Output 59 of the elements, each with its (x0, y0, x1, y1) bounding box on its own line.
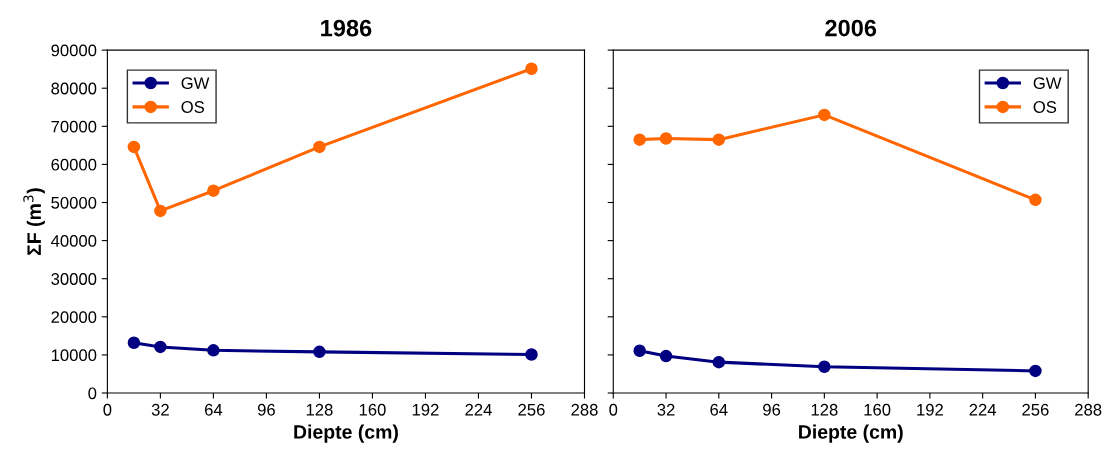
x-tick-label: 288 (571, 403, 598, 416)
point (633, 133, 646, 146)
y-axis-title: ΣF (m$^{3}$) (23, 188, 45, 256)
point (313, 345, 326, 359)
legend-label: GW (181, 77, 210, 90)
y-tick-label: 40000 (51, 235, 97, 247)
point (659, 349, 673, 363)
x-tick-label: 224 (465, 403, 492, 416)
x-tick-label: 32 (657, 403, 675, 416)
point (127, 140, 141, 154)
point (818, 360, 831, 373)
x-axis-title: Diepte (cm) (799, 424, 903, 443)
x-tick-label: 160 (864, 403, 891, 416)
chart-title: 2006 (825, 19, 877, 37)
point (127, 336, 141, 349)
point (712, 133, 726, 146)
y-tick-label: 10000 (51, 349, 97, 362)
point (1029, 193, 1042, 207)
y-tick-label: 90000 (51, 44, 97, 57)
point (1029, 364, 1042, 378)
point (633, 344, 646, 357)
chart-title: 1986 (321, 19, 372, 37)
x-tick-label: 192 (412, 403, 439, 416)
y-tick-label: 30000 (51, 273, 97, 285)
y-tick-label: 20000 (51, 311, 97, 324)
point (313, 140, 326, 154)
x-tick-label: 96 (257, 403, 275, 416)
x-tick-label: 0 (103, 403, 112, 416)
x-tick-label: 64 (710, 403, 728, 416)
point (712, 355, 726, 369)
x-tick-label: 256 (518, 403, 545, 416)
y-tick-label: 70000 (51, 120, 97, 133)
x-tick-label: 128 (306, 403, 333, 416)
x-tick-label: 32 (151, 403, 169, 416)
y-tick-label: 80000 (51, 82, 97, 95)
point (818, 108, 831, 122)
x-tick-label: 256 (1022, 403, 1049, 416)
legend-label: OS (181, 101, 205, 113)
point (207, 184, 220, 197)
point (154, 204, 167, 218)
x-tick-label: 160 (359, 403, 386, 416)
x-tick-label: 96 (763, 403, 781, 416)
x-tick-label: 288 (1075, 403, 1102, 416)
y-tick-label: 50000 (51, 196, 97, 209)
legend-label: OS (1033, 101, 1057, 113)
x-tick-label: 192 (917, 403, 943, 416)
point (659, 132, 673, 145)
point (154, 340, 167, 354)
x-tick-label: 128 (811, 403, 838, 416)
y-tick-label: 0 (88, 387, 97, 400)
legend-label: GW (1033, 77, 1062, 90)
x-tick-label: 224 (969, 403, 997, 416)
point (525, 348, 538, 361)
point (525, 62, 538, 76)
x-tick-label: 0 (609, 403, 618, 416)
point (207, 344, 220, 357)
x-axis-title: Diepte (cm) (294, 424, 398, 443)
x-tick-label: 64 (204, 403, 223, 416)
y-tick-label: 60000 (51, 158, 97, 171)
